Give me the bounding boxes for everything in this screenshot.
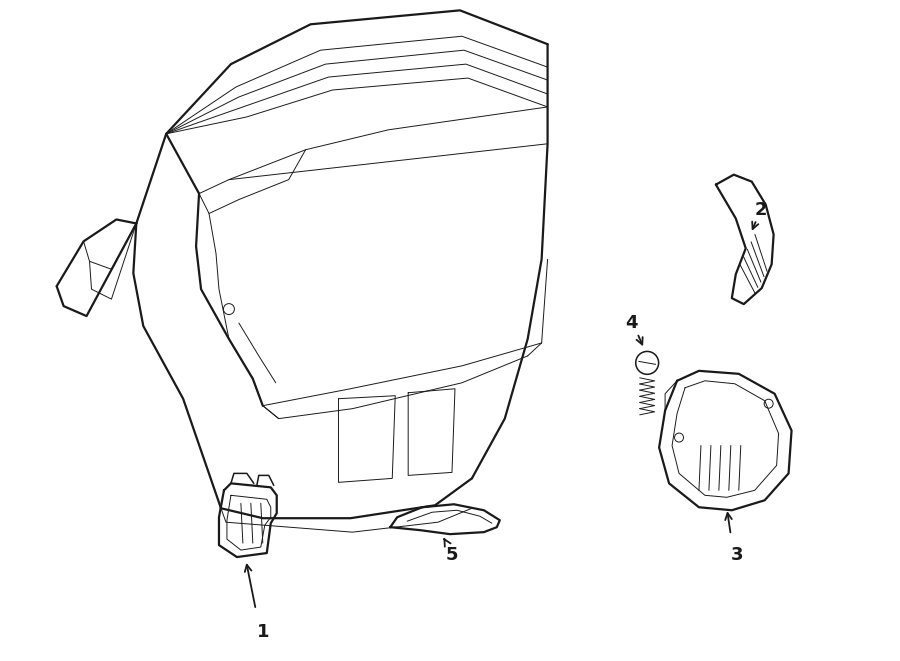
Text: 3: 3 bbox=[731, 546, 743, 564]
Text: 1: 1 bbox=[256, 623, 269, 641]
Text: 5: 5 bbox=[446, 546, 458, 564]
Text: 4: 4 bbox=[625, 314, 637, 332]
Text: 2: 2 bbox=[754, 200, 767, 219]
